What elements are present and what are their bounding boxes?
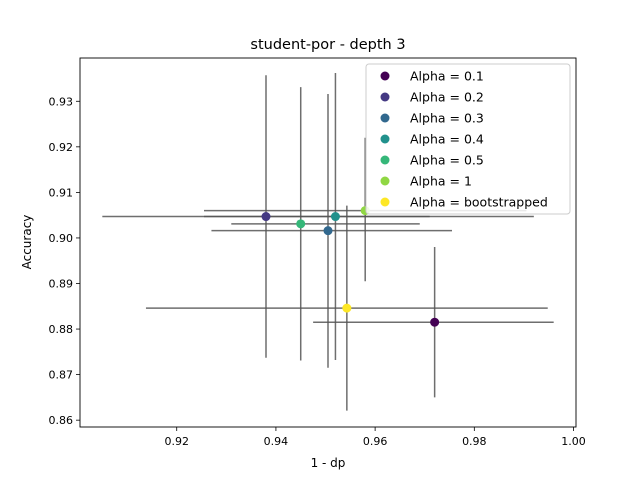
data-point — [261, 212, 271, 222]
x-tick-label: 0.98 — [462, 435, 487, 448]
legend-item: Alpha = 1 — [380, 174, 472, 189]
y-tick-label: 0.89 — [49, 278, 74, 291]
data-point — [296, 219, 306, 229]
x-tick-label: 0.92 — [164, 435, 189, 448]
legend-marker — [380, 71, 390, 81]
legend-marker — [380, 155, 390, 165]
legend-marker — [380, 113, 390, 123]
data-point — [330, 212, 340, 222]
legend-label: Alpha = 1 — [410, 174, 472, 189]
x-axis-label: 1 - dp — [311, 456, 346, 470]
y-tick-label: 0.86 — [49, 414, 74, 427]
x-tick-label: 0.94 — [264, 435, 289, 448]
legend-item: Alpha = bootstrapped — [380, 195, 548, 210]
y-tick-label: 0.88 — [49, 323, 74, 336]
legend-marker — [380, 134, 390, 144]
axes-frame — [79, 57, 577, 428]
data-point — [323, 226, 333, 236]
legend-marker — [380, 176, 390, 186]
legend-marker — [380, 92, 390, 102]
legend-item: Alpha = 0.3 — [380, 111, 484, 126]
legend-item: Alpha = 0.5 — [380, 153, 484, 168]
legend-label: Alpha = 0.2 — [410, 90, 484, 105]
y-tick-label: 0.92 — [49, 141, 74, 154]
legend-marker — [380, 197, 390, 207]
legend-item: Alpha = 0.4 — [380, 132, 484, 147]
legend-item: Alpha = 0.1 — [380, 69, 484, 84]
legend-label: Alpha = 0.5 — [410, 153, 484, 168]
y-tick-label: 0.91 — [49, 186, 74, 199]
legend-item: Alpha = 0.2 — [380, 90, 484, 105]
legend-label: Alpha = bootstrapped — [410, 195, 548, 210]
data-point — [342, 303, 352, 313]
y-tick-label: 0.87 — [49, 369, 74, 382]
chart-title: student-por - depth 3 — [250, 37, 405, 53]
y-tick-label: 0.93 — [49, 95, 74, 108]
y-tick-label: 0.90 — [49, 232, 74, 245]
data-point — [430, 317, 440, 327]
legend-label: Alpha = 0.3 — [410, 111, 484, 126]
legend-box — [365, 63, 571, 215]
legend: Alpha = 0.1 Alpha = 0.2 Alpha = 0.3 Alpha =… — [365, 63, 571, 215]
plot-area: 0.92 0.94 0.96 0.98 1.00 0.86 0.87 0.88 0.89 0.90… — [49, 57, 586, 448]
y-axis-label: Accuracy — [20, 215, 34, 270]
x-tick-label: 1.00 — [561, 435, 586, 448]
x-tick-label: 0.96 — [363, 435, 388, 448]
legend-label: Alpha = 0.4 — [410, 132, 484, 147]
legend-label: Alpha = 0.1 — [410, 69, 484, 84]
